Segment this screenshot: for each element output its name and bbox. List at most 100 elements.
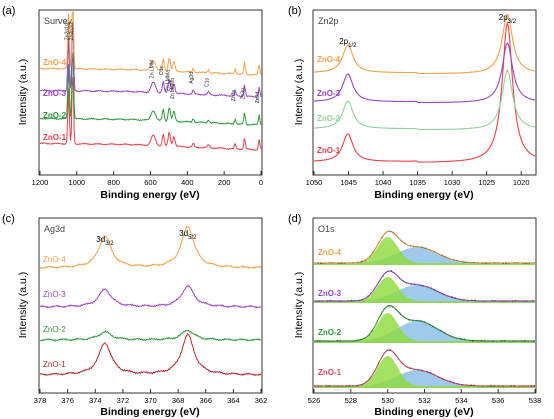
panel-d-lattice-fill-zno-3 [314, 277, 535, 303]
panel-b-series-group [314, 12, 536, 163]
panel-c-x-ticks: 378 376 374 372 370 368 366 364 362 [34, 389, 268, 405]
panel-a-x-tick-label: 800 [107, 178, 120, 187]
panel-a-x-tick-label: 600 [144, 178, 157, 187]
panel-c-label-zno-2: ZnO-2 [43, 325, 66, 334]
panel-b-label-zno-1: ZnO-1 [317, 146, 341, 155]
panel-d-label-zno-2: ZnO-2 [318, 328, 342, 337]
panel-b-x-tick-label: 1025 [478, 178, 495, 187]
panel-c-peak-labels: 3d3/2 3d5/2 [96, 229, 197, 247]
panel-a-x-tick-label: 0 [259, 178, 263, 187]
panel-a-label-zno-2: ZnO-2 [43, 111, 67, 120]
panel-b: (b) Zn2p Binding energy (eV) Intensity (… [288, 5, 537, 201]
panel-b-series-zno-4 [314, 12, 536, 75]
panel-a-series-zno-2 [39, 52, 262, 126]
panel-d-x-tick-label: 530 [381, 396, 394, 405]
panel-b-frame [312, 9, 537, 176]
panel-d-surface-fill-zno-1 [314, 370, 535, 388]
panel-c-series-zno-3 [39, 284, 262, 309]
panel-c-x-tick-label: 362 [255, 396, 268, 405]
panel-c-x-tick-label: 376 [61, 396, 74, 405]
panel-a-tag: (a) [2, 5, 15, 17]
panel-b-series-zno-2 [314, 68, 536, 131]
panel-b-x-tick-label: 1030 [444, 178, 461, 187]
panel-a: (a) Survey Binding energy (eV) Intensity… [2, 5, 263, 201]
panel-b-x-tick-label: 1040 [375, 178, 392, 187]
panel-d-x-tick-label: 536 [492, 396, 505, 405]
panel-b-peak-label: 2p3/2 [499, 13, 517, 25]
panel-c-peak-label: 3d5/2 [179, 229, 197, 241]
panel-d-x-tick-label: 534 [455, 396, 468, 405]
panel-d-ylabel: Intensity (a.u.) [293, 272, 305, 339]
panel-b-x-tick-label: 1045 [340, 178, 357, 187]
panel-c-inner-label: Ag3d [44, 224, 65, 234]
panel-d-series-zno-3 [313, 270, 536, 303]
panel-b-label-zno-4: ZnO-4 [317, 55, 341, 64]
panel-c-x-tick-label: 374 [89, 396, 102, 405]
panel-a-series-zno-1 [39, 77, 262, 152]
panel-b-label-zno-3: ZnO-3 [317, 89, 341, 98]
panel-d-series-labels: ZnO-4 ZnO-3 ZnO-2 ZnO-1 [318, 248, 342, 377]
panel-a-annotation: Zn LMMb [170, 78, 176, 99]
panel-b-peak-label: 2p1/2 [339, 37, 357, 49]
panel-a-annotation: Zn3d [255, 92, 261, 104]
panel-c-label-zno-3: ZnO-3 [43, 290, 66, 299]
panel-a-annotation: Zn LMM [149, 60, 155, 78]
panel-a-x-tick-label: 200 [218, 178, 231, 187]
panel-b-label-zno-2: ZnO-2 [317, 114, 341, 123]
panel-a-x-tick-label: 400 [181, 178, 194, 187]
panel-d-surface-fill-zno-2 [314, 321, 535, 343]
panel-c-series-zno-2 [40, 329, 261, 342]
panel-a-annotation: Zn2p3/2 [69, 22, 75, 41]
panel-b-xlabel: Binding energy (eV) [374, 189, 473, 201]
panel-c-x-tick-label: 372 [117, 396, 130, 405]
panel-a-annotation: Zn3s [231, 90, 237, 102]
panel-d-x-tick-label: 538 [529, 396, 542, 405]
panel-a-label-zno-1: ZnO-1 [43, 133, 67, 142]
panel-d-label-zno-3: ZnO-3 [318, 289, 342, 298]
panel-d-series-zno-2 [313, 305, 536, 343]
panel-b-x-ticks: 1050 1045 1040 1035 1030 1025 1020 [306, 171, 530, 187]
panel-c-x-tick-label: 366 [199, 396, 212, 405]
panel-c-xlabel: Binding energy (eV) [100, 406, 199, 418]
panel-a-annotation: O1s [159, 66, 165, 76]
panel-b-series-labels: ZnO-4 ZnO-3 ZnO-2 ZnO-1 [317, 55, 341, 155]
panel-a-annotation: Zn2p1/2 [65, 22, 71, 41]
panel-c-label-zno-1: ZnO-1 [43, 360, 66, 369]
panel-c-series-zno-1 [39, 332, 262, 377]
panel-b-x-tick-label: 1035 [409, 178, 426, 187]
panel-a-x-tick-label: 1200 [32, 178, 49, 187]
panel-b-peak-labels: 2p1/2 2p3/2 [339, 13, 516, 49]
panel-d-series-zno-1 [314, 348, 536, 388]
panel-c-x-tick-label: 378 [34, 396, 47, 405]
panel-b-ylabel: Intensity (a.u.) [293, 59, 305, 126]
panel-a-label-zno-4: ZnO-4 [43, 58, 67, 67]
panel-c-x-tick-label: 368 [172, 396, 185, 405]
panel-c-series-zno-4 [39, 225, 262, 270]
panel-d-series-group [313, 230, 536, 388]
panel-c: (c) Ag3d Binding energy (eV) Intensity (… [2, 213, 267, 418]
panel-d-x-tick-label: 526 [308, 396, 321, 405]
panel-b-series-zno-3 [314, 41, 536, 104]
panel-a-series-zno-4 [40, 11, 262, 76]
panel-a-inner-label: Survey [44, 16, 73, 26]
panel-a-annotation: Zn LMMa [165, 70, 171, 91]
panel-b-x-tick-label: 1050 [306, 178, 323, 187]
panel-a-xlabel: Binding energy (eV) [100, 189, 199, 201]
panel-d-tag: (d) [288, 213, 301, 225]
panel-a-ylabel: Intensity (a.u.) [17, 59, 29, 126]
panel-a-label-zno-3: ZnO-3 [43, 89, 67, 98]
panel-c-peak-label: 3d3/2 [96, 235, 114, 247]
panel-a-series-labels: ZnO-4 ZnO-3 ZnO-2 ZnO-1 [43, 58, 67, 142]
panel-a-x-ticks: 1200 1000 800 600 400 200 0 [32, 171, 263, 187]
panel-b-inner-label: Zn2p [318, 16, 339, 26]
panel-a-annotation: C1s [205, 78, 211, 87]
panel-b-series-zno-1 [314, 20, 536, 163]
panel-d-inner-label: O1s [318, 224, 335, 234]
panel-c-tag: (c) [2, 213, 15, 225]
panel-d-label-zno-1: ZnO-1 [318, 368, 342, 377]
panel-a-series-zno-3 [39, 24, 262, 99]
panel-d-x-tick-label: 532 [418, 396, 431, 405]
panel-d-frame [312, 217, 537, 394]
